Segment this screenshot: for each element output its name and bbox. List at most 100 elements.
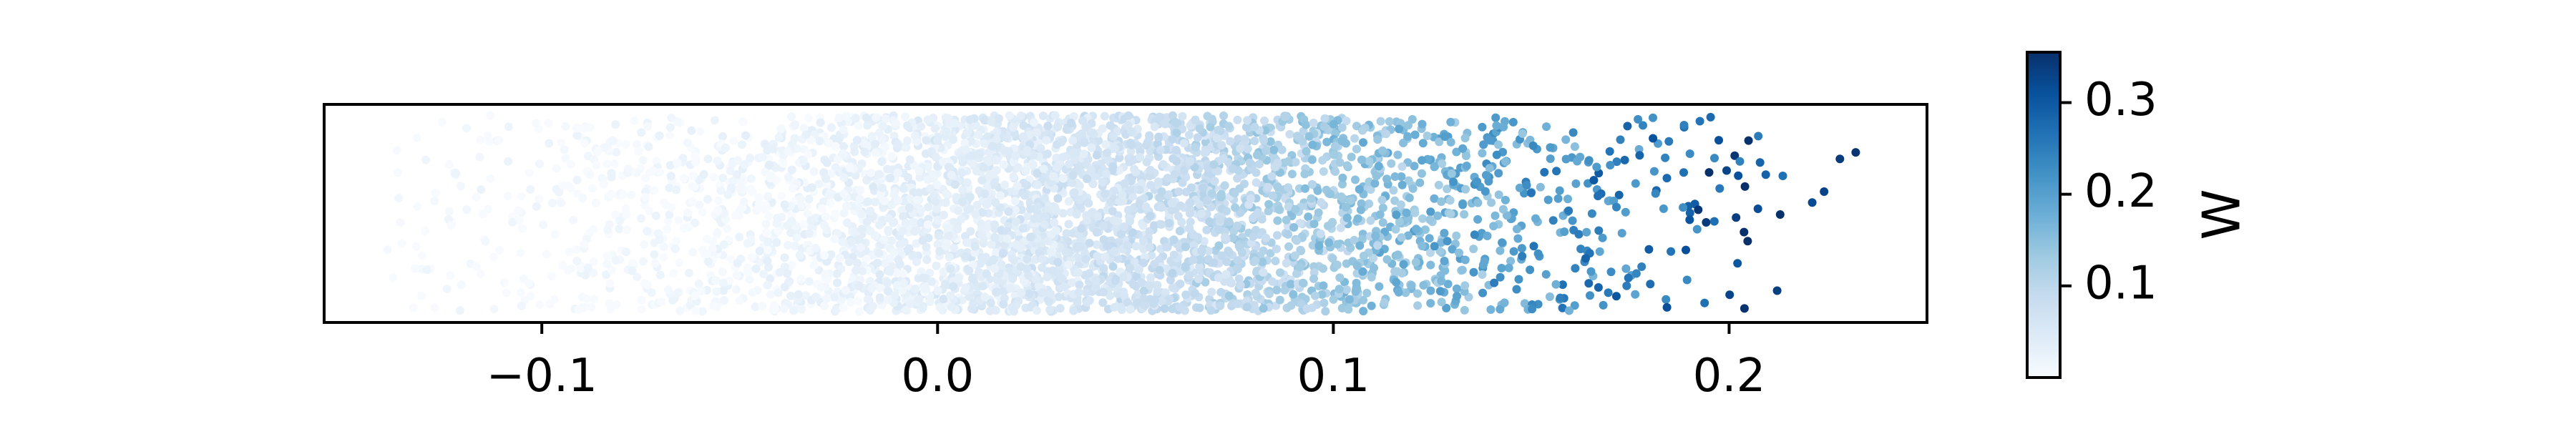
scatter-point: [1435, 287, 1445, 296]
scatter-point: [1109, 132, 1118, 141]
scatter-point: [688, 197, 697, 206]
scatter-point: [561, 122, 570, 131]
scatter-point: [1440, 132, 1450, 141]
scatter-point: [1418, 139, 1428, 148]
scatter-point: [1127, 140, 1136, 149]
scatter-point: [980, 139, 989, 148]
scatter-point: [1033, 202, 1042, 212]
scatter-point: [1425, 234, 1434, 243]
scatter-point: [1153, 177, 1163, 187]
scatter-point: [602, 159, 612, 169]
scatter-point: [462, 124, 471, 133]
scatter-point: [1649, 134, 1658, 143]
scatter-point: [652, 157, 661, 166]
scatter-point: [1570, 301, 1579, 310]
scatter-point: [605, 279, 615, 288]
scatter-point: [852, 259, 862, 267]
scatter-point: [1347, 152, 1356, 162]
scatter-point: [746, 174, 756, 183]
scatter-point: [1612, 157, 1621, 167]
scatter-point: [633, 272, 642, 282]
scatter-point: [1119, 287, 1128, 297]
scatter-point: [1319, 167, 1328, 176]
scatter-point: [1835, 154, 1845, 164]
scatter-point: [572, 124, 581, 133]
scatter-point: [1302, 147, 1311, 156]
scatter-point: [1391, 225, 1400, 234]
scatter-point: [933, 286, 942, 295]
scatter-point: [774, 288, 783, 297]
scatter-point: [1546, 143, 1555, 152]
scatter-point: [887, 200, 897, 209]
scatter-point: [910, 227, 919, 236]
scatter-point: [1341, 202, 1350, 212]
scatter-point: [1333, 240, 1342, 249]
scatter-point: [851, 114, 860, 123]
scatter-point: [960, 139, 970, 148]
scatter-point: [675, 306, 685, 315]
scatter-point: [1272, 285, 1282, 295]
scatter-point: [751, 302, 760, 312]
scatter-point: [1082, 211, 1091, 220]
scatter-point: [691, 306, 701, 315]
scatter-point: [898, 285, 907, 295]
scatter-point: [921, 285, 930, 294]
scatter-point: [1289, 290, 1298, 299]
scatter-point: [672, 237, 681, 246]
scatter-point: [1606, 267, 1616, 277]
scatter-point: [643, 227, 652, 236]
scatter-point: [589, 268, 598, 277]
scatter-point: [1295, 262, 1304, 272]
scatter-point: [774, 227, 783, 236]
scatter-point: [961, 232, 970, 241]
scatter-point: [669, 269, 678, 278]
scatter-point: [1053, 257, 1063, 267]
scatter-point: [748, 187, 757, 197]
scatter-point: [1146, 273, 1156, 282]
scatter-point: [1458, 144, 1468, 153]
scatter-point: [1242, 302, 1252, 312]
scatter-point: [723, 190, 733, 199]
scatter-point: [1478, 270, 1487, 279]
scatter-point: [1392, 210, 1401, 220]
scatter-point: [1292, 236, 1302, 245]
scatter-point: [917, 122, 926, 131]
scatter-point: [883, 295, 892, 305]
scatter-point: [584, 263, 592, 272]
scatter-point: [1395, 217, 1404, 226]
scatter-point: [1616, 135, 1625, 144]
scatter-point: [1221, 270, 1231, 279]
scatter-point: [1390, 196, 1400, 205]
scatter-point: [842, 218, 852, 227]
scatter-point: [957, 168, 967, 177]
scatter-point: [933, 240, 942, 249]
scatter-point: [1131, 167, 1141, 177]
scatter-point: [1216, 214, 1225, 224]
scatter-point: [1605, 147, 1614, 156]
scatter-point: [855, 307, 864, 316]
scatter-point: [1150, 260, 1159, 269]
scatter-point: [1430, 242, 1439, 251]
scatter-point: [947, 302, 956, 312]
scatter-point: [885, 267, 894, 276]
scatter-point: [759, 270, 769, 279]
scatter-point: [1420, 225, 1430, 235]
scatter-point: [1210, 177, 1219, 186]
scatter-point: [1017, 288, 1026, 297]
scatter-point: [1158, 160, 1168, 169]
scatter-point: [1073, 268, 1083, 277]
scatter-point: [680, 224, 688, 232]
scatter-point: [1380, 298, 1389, 307]
scatter-point: [790, 134, 799, 143]
scatter-point: [926, 184, 935, 193]
x-tick-label: −0.1: [486, 350, 597, 403]
scatter-point: [1004, 207, 1013, 216]
scatter-point: [1374, 162, 1383, 171]
scatter-point: [1418, 214, 1428, 223]
scatter-point: [1207, 287, 1216, 297]
scatter-point: [1367, 272, 1376, 282]
x-tick-label: 0.0: [901, 350, 974, 403]
scatter-point: [1430, 194, 1439, 203]
colorbar-tick-label: 0.2: [2084, 165, 2157, 218]
scatter-point: [1526, 265, 1535, 275]
